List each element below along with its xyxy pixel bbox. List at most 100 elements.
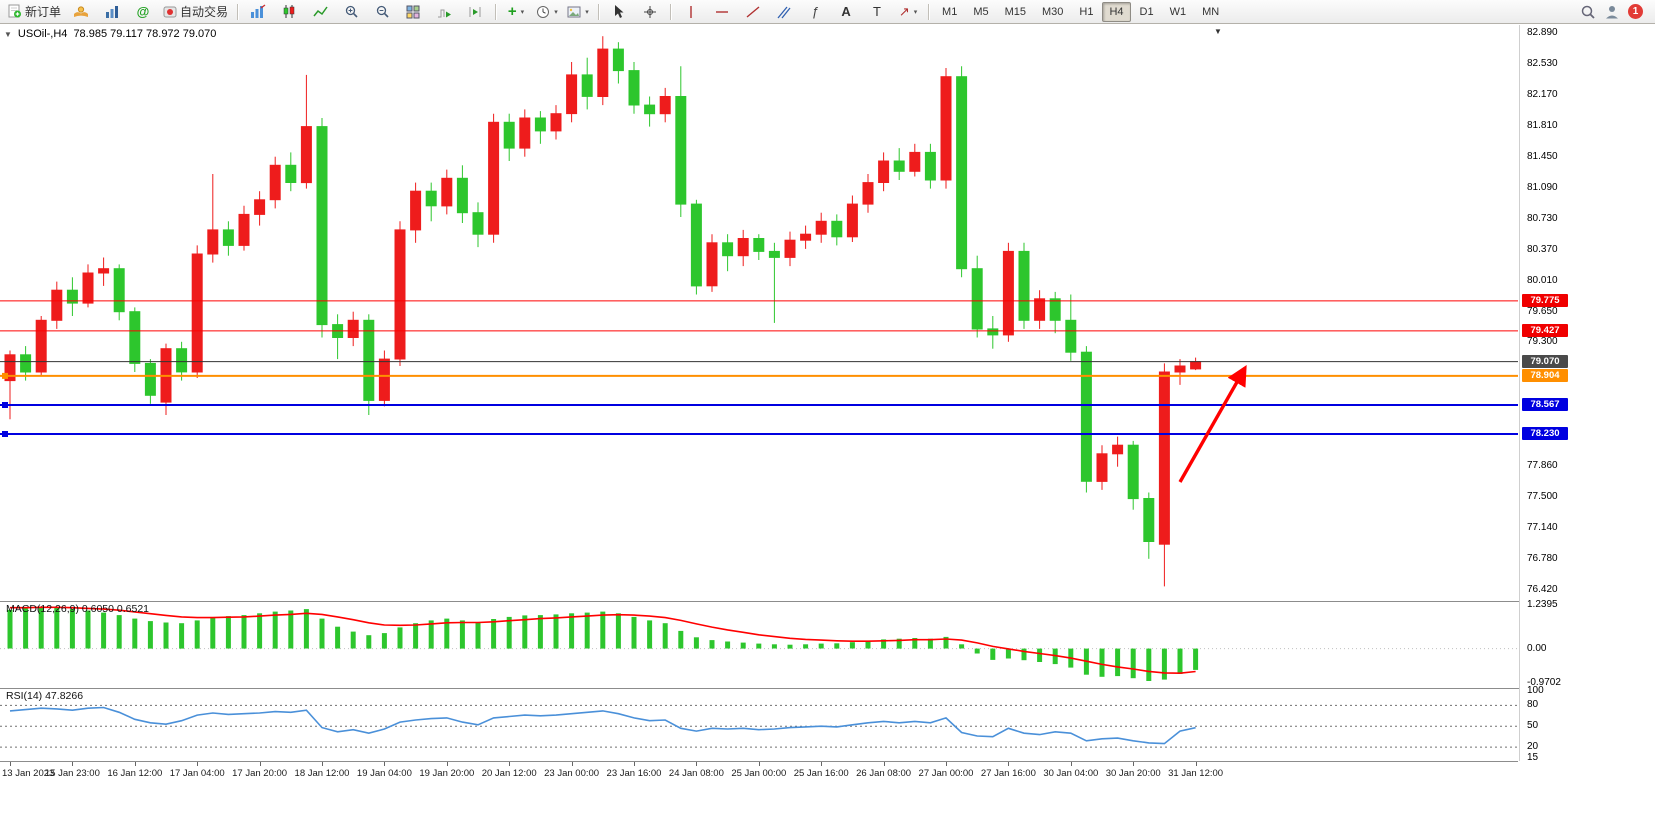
timeframes-menu-button[interactable]: ▾ (532, 1, 562, 23)
timeframe-button-m30[interactable]: M30 (1042, 5, 1064, 18)
text-label-tool-button[interactable]: T (862, 1, 892, 23)
crosshair-tool-button[interactable] (635, 1, 665, 23)
macd-histogram-bar (491, 619, 497, 649)
line-handle[interactable] (2, 402, 8, 408)
one-click-trading-toggle-icon[interactable]: ▼ (4, 29, 12, 39)
timeframe-button-m15[interactable]: M15 (1004, 5, 1026, 18)
macd-histogram-bar (288, 610, 294, 649)
timeframe-button-h4[interactable]: H4 (1102, 1, 1131, 22)
time-axis-tick (1070, 762, 1072, 766)
search-icon[interactable] (1580, 4, 1596, 20)
macd-histogram-bar (428, 620, 434, 649)
line-chart-mode-button[interactable] (305, 1, 335, 23)
line-handle[interactable] (2, 372, 8, 379)
price-axis-label: 81.450 (1527, 150, 1558, 162)
candle-body (800, 233, 812, 241)
timeframe-button-h1[interactable]: H1 (1079, 5, 1094, 18)
bar-chart-mode-button[interactable] (243, 1, 273, 23)
macd-pane-canvas[interactable] (0, 601, 1518, 688)
tile-windows-button[interactable] (398, 1, 428, 23)
market-chart-button[interactable] (97, 1, 127, 23)
candle-body (1143, 498, 1155, 542)
timeframe-button-m1[interactable]: M1 (942, 5, 958, 18)
cursor-tool-button[interactable] (604, 1, 634, 23)
user-icon[interactable] (1604, 4, 1620, 20)
candle-body (768, 250, 780, 258)
indicators-button[interactable]: + ▾ (501, 1, 531, 23)
macd-histogram-bar (194, 620, 200, 649)
time-axis-label: 25 Jan 16:00 (793, 768, 849, 779)
auto-scroll-button[interactable] (429, 1, 459, 23)
channel-tool-button[interactable] (769, 1, 799, 23)
timeframe-button-mn[interactable]: MN (1202, 5, 1220, 18)
line-handle[interactable] (2, 431, 8, 437)
new-order-button[interactable]: 新订单 (4, 1, 65, 23)
time-axis-tick (259, 762, 261, 766)
time-axis-tick (10, 762, 11, 766)
zoom-out-button[interactable] (367, 1, 397, 23)
candle-body (784, 239, 796, 258)
candle-body (378, 358, 390, 401)
notification-badge[interactable]: 1 (1628, 4, 1643, 19)
candle-body (924, 151, 936, 181)
arrows-tool-button[interactable]: ↗ ▾ (893, 1, 923, 23)
macd-histogram-bar (350, 631, 356, 649)
pane-splitter-rsi[interactable] (0, 688, 1655, 689)
macd-histogram-bar (1021, 648, 1027, 661)
candlestick-mode-button[interactable] (274, 1, 304, 23)
price-tag: 79.775 (1522, 293, 1568, 307)
toolbar-separator (928, 3, 930, 20)
zoom-in-button[interactable] (336, 1, 366, 23)
main-chart-canvas[interactable] (0, 25, 1518, 601)
trendline-tool-button[interactable] (738, 1, 768, 23)
vertical-line-tool-button[interactable] (676, 1, 706, 23)
chart-ohlc-readout: 78.985 79.117 78.972 79.070 (73, 28, 217, 40)
macd-histogram-bar (459, 620, 465, 649)
time-axis-tick (1008, 762, 1010, 766)
toolbar-right-group: 1 (1580, 4, 1651, 20)
candle-body (597, 48, 609, 98)
time-axis-tick (696, 762, 698, 766)
rsi-axis-label: 50 (1527, 720, 1539, 732)
auto-trading-label: 自动交易 (180, 5, 229, 19)
candle-body (425, 190, 437, 207)
auto-trading-button[interactable]: 自动交易 (159, 1, 232, 23)
price-axis[interactable]: 82.890 82.530 82.170 81.810 81.450 81.090 80.7… (1519, 25, 1655, 763)
timeframe-button-w1[interactable]: W1 (1169, 5, 1187, 18)
price-axis-label: 81.090 (1527, 181, 1558, 193)
time-axis[interactable]: 13 Jan 2023 15 Jan 23:00 16 Jan 12:00 17 Ja… (0, 761, 1518, 784)
horizontal-line-tool-button[interactable] (707, 1, 737, 23)
text-a-icon: A (841, 4, 851, 19)
candle-body (300, 126, 312, 184)
community-button[interactable]: @ (128, 1, 158, 23)
timeframe-button-d1[interactable]: D1 (1139, 5, 1154, 18)
chart-window: ▼ USOil-,H4 78.985 79.117 78.972 79.070 … (0, 25, 1655, 824)
macd-histogram-bar (54, 607, 60, 649)
price-axis-label: 77.860 (1527, 459, 1558, 471)
trend-arrow-annotation[interactable] (1178, 365, 1247, 483)
horizontal-line-icon (716, 10, 729, 13)
candle-body (846, 203, 858, 238)
candle-body (675, 96, 687, 205)
chart-shift-marker-icon[interactable]: ▼ (1214, 27, 1222, 36)
rsi-pane-canvas[interactable] (0, 688, 1518, 761)
at-sign-icon: @ (136, 4, 150, 19)
candle-body (1158, 371, 1170, 545)
candle-body (753, 238, 765, 252)
templates-button[interactable]: ▾ (563, 1, 593, 23)
text-tool-button[interactable]: A (831, 1, 861, 23)
candle-body (862, 182, 874, 205)
candle-body (581, 74, 593, 97)
macd-axis-label: -0.9702 (1527, 676, 1561, 688)
macd-histogram-bar (319, 618, 325, 649)
fibonacci-tool-button[interactable]: ƒ (800, 1, 830, 23)
pane-splitter-macd[interactable] (0, 601, 1655, 602)
candle-body (238, 213, 250, 246)
handshake-button[interactable] (66, 1, 96, 23)
macd-histogram-bar (709, 640, 715, 649)
chart-shift-button[interactable] (460, 1, 490, 23)
timeframe-button-m5[interactable]: M5 (973, 5, 989, 18)
macd-histogram-bar (506, 616, 512, 649)
time-axis-tick (446, 762, 448, 766)
candle-body (441, 177, 453, 207)
